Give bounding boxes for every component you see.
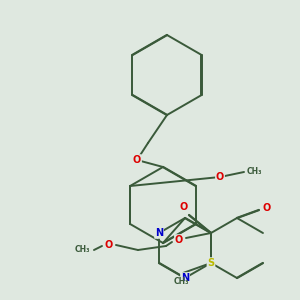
Text: CH₃: CH₃ [173, 277, 189, 286]
Text: O: O [105, 240, 113, 250]
Text: N: N [155, 228, 163, 238]
Text: O: O [180, 202, 188, 212]
Text: O: O [133, 155, 141, 165]
Text: CH₃: CH₃ [247, 167, 262, 176]
Text: O: O [175, 235, 183, 245]
Text: N: N [181, 273, 189, 283]
Text: CH₃: CH₃ [74, 245, 90, 254]
Text: O: O [263, 203, 271, 213]
Text: S: S [207, 258, 214, 268]
Text: O: O [216, 172, 224, 182]
